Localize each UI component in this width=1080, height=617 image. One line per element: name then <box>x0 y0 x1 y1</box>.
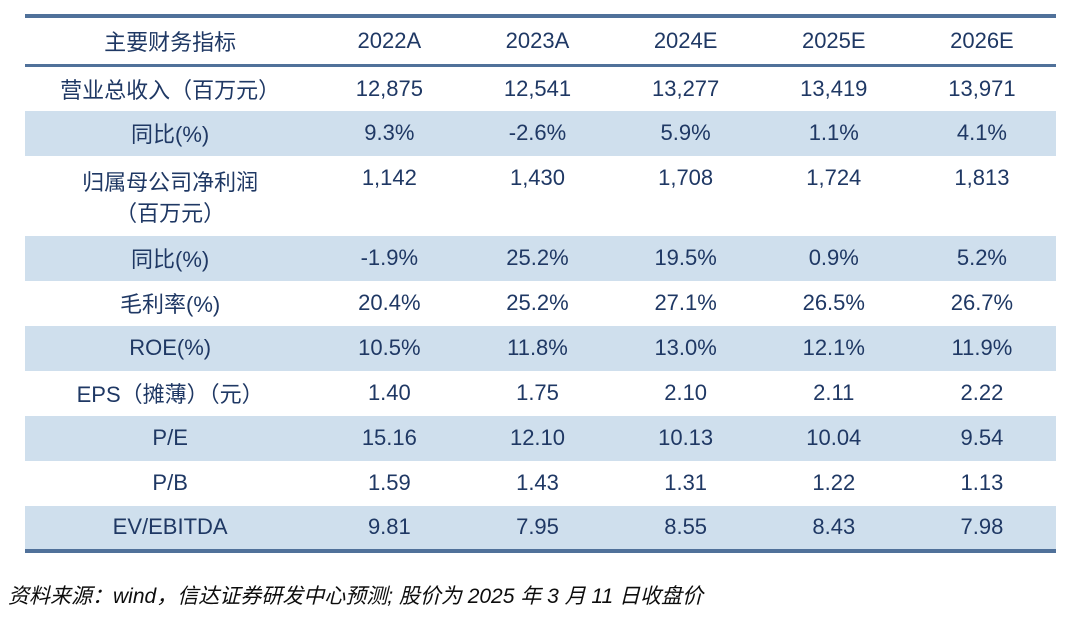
cell-value: 1.40 <box>367 380 411 405</box>
cell-value: 13,277 <box>651 75 720 101</box>
table-row-roe: ROE(%) 10.5% 11.8% 13.0% 12.1% 11.9% <box>25 325 1056 371</box>
cell-value: 15.16 <box>361 425 417 450</box>
cell-value: 12.10 <box>509 425 566 450</box>
table-row-eps: EPS（摊薄）（元） 1.40 1.75 2.10 2.11 2.22 <box>25 370 1056 416</box>
table-row-ev-ebitda: EV/EBITDA 9.81 7.95 8.55 8.43 7.98 <box>25 505 1056 553</box>
cell-value: 1.13 <box>960 470 1004 495</box>
cell-value: 7.98 <box>907 505 1056 553</box>
row-label: 同比(%) <box>131 247 210 272</box>
row-label: P/E <box>152 425 188 450</box>
cell-value: 10.5% <box>358 335 421 360</box>
cell-value: 2.11 <box>813 380 855 405</box>
cell-value: 9.3% <box>364 120 415 145</box>
table-row-net-profit: 归属母公司净利润 （百万元） 1,142 1,430 1,708 1,724 1… <box>25 155 1056 236</box>
cell-value: 1,724 <box>806 164 862 190</box>
row-label-line1: 归属母公司净利润 <box>82 169 259 195</box>
cell-value: 27.1% <box>654 290 717 315</box>
cell-value: 13,419 <box>800 75 868 101</box>
cell-value: 10.04 <box>806 425 862 450</box>
cell-value: 1.75 <box>516 380 559 405</box>
cell-value: 25.2% <box>506 245 569 270</box>
row-label: 毛利率(%) <box>120 292 221 317</box>
table-row-total-revenue: 营业总收入（百万元） 12,875 12,541 13,277 13,419 1… <box>25 65 1056 111</box>
cell-value: 12.1% <box>802 335 865 360</box>
cell-value: 26.5% <box>802 290 865 315</box>
cell-value: 1,142 <box>361 164 417 190</box>
table-row-revenue-yoy: 同比(%) 9.3% -2.6% 5.9% 1.1% 4.1% <box>25 110 1056 156</box>
header-main-indicators: 主要财务指标 <box>25 14 316 67</box>
cell-value: 11.9% <box>951 335 1013 360</box>
cell-value: 20.4% <box>358 290 421 315</box>
table-row-pb: P/B 1.59 1.43 1.31 1.22 1.13 <box>25 460 1056 506</box>
cell-value: 1.43 <box>516 470 559 495</box>
row-label-line2: （百万元） <box>115 200 226 226</box>
cell-value: 19.5% <box>654 245 717 270</box>
cell-value: 1,708 <box>658 164 714 190</box>
table-row-pe: P/E 15.16 12.10 10.13 10.04 9.54 <box>25 415 1056 461</box>
cell-value: 5.9% <box>660 120 711 145</box>
row-label: EPS（摊薄）（元） <box>76 382 264 407</box>
header-year-2026e: 2026E <box>907 14 1056 67</box>
cell-value: -1.9% <box>360 245 419 270</box>
cell-value: 0.9% <box>808 245 859 270</box>
cell-value: 26.7% <box>950 290 1014 315</box>
financial-indicators-table: 主要财务指标 2022A 2023A 2024E 2025E 2026E 营业总… <box>25 14 1056 553</box>
cell-value: 12,875 <box>355 75 423 101</box>
cell-value: 5.2% <box>956 245 1007 270</box>
cell-value: 1.1% <box>808 120 859 145</box>
header-year-2023a: 2023A <box>463 14 612 67</box>
table-row-profit-yoy: 同比(%) -1.9% 25.2% 19.5% 0.9% 5.2% <box>25 235 1056 281</box>
cell-value: 11.8% <box>507 335 568 360</box>
cell-value: 9.81 <box>315 505 464 553</box>
cell-value: 13,971 <box>948 75 1016 101</box>
table-header: 主要财务指标 2022A 2023A 2024E 2025E 2026E <box>25 14 1056 67</box>
cell-value: 10.13 <box>658 425 714 450</box>
cell-value: 9.54 <box>960 425 1004 450</box>
row-label: 营业总收入（百万元） <box>60 77 281 103</box>
cell-value: 2.10 <box>664 380 708 405</box>
cell-value: 1.59 <box>367 470 411 495</box>
cell-value: 1.31 <box>664 470 708 495</box>
cell-value: -2.6% <box>508 120 567 145</box>
cell-value: 1,813 <box>954 164 1010 190</box>
header-year-2022a: 2022A <box>315 14 464 67</box>
cell-value: 8.43 <box>759 505 908 553</box>
cell-value: 13.0% <box>654 335 717 360</box>
row-label: P/B <box>152 470 188 495</box>
header-year-2025e: 2025E <box>759 14 908 67</box>
cell-value: 7.95 <box>463 505 612 553</box>
row-label: EV/EBITDA <box>25 505 316 553</box>
cell-value: 25.2% <box>506 290 569 315</box>
row-label: 归属母公司净利润 （百万元） <box>25 156 315 236</box>
source-note: 资料来源：wind，信达证券研发中心预测; 股价为 2025 年 3 月 11 … <box>8 585 704 608</box>
cell-value: 1,430 <box>509 164 566 190</box>
header-row: 主要财务指标 2022A 2023A 2024E 2025E 2026E <box>25 14 1056 67</box>
row-label: ROE(%) <box>129 335 212 360</box>
table-body: 营业总收入（百万元） 12,875 12,541 13,277 13,419 1… <box>25 65 1056 553</box>
cell-value: 8.55 <box>611 505 760 553</box>
cell-value: 4.1% <box>956 120 1007 145</box>
cell-value: 1.22 <box>812 470 856 495</box>
table-row-gross-margin: 毛利率(%) 20.4% 25.2% 27.1% 26.5% 26.7% <box>25 280 1056 326</box>
cell-value: 2.22 <box>960 380 1004 405</box>
header-year-2024e: 2024E <box>611 14 760 67</box>
row-label: 同比(%) <box>131 122 210 147</box>
cell-value: 12,541 <box>503 75 572 101</box>
